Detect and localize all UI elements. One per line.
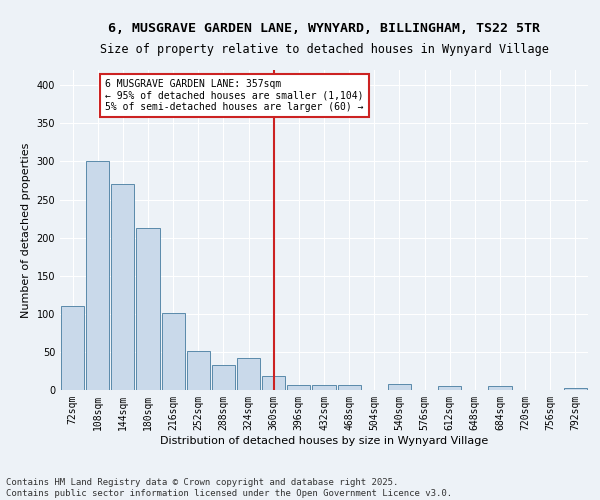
Bar <box>161 313 185 390</box>
Bar <box>262 376 285 390</box>
Bar <box>237 358 260 390</box>
Bar <box>111 184 134 390</box>
Bar <box>338 384 361 390</box>
Bar <box>187 351 210 390</box>
Text: 6 MUSGRAVE GARDEN LANE: 357sqm
← 95% of detached houses are smaller (1,104)
5% o: 6 MUSGRAVE GARDEN LANE: 357sqm ← 95% of … <box>105 79 364 112</box>
Text: 6, MUSGRAVE GARDEN LANE, WYNYARD, BILLINGHAM, TS22 5TR: 6, MUSGRAVE GARDEN LANE, WYNYARD, BILLIN… <box>108 22 540 36</box>
Bar <box>313 384 335 390</box>
Bar <box>86 162 109 390</box>
Bar <box>61 306 84 390</box>
Bar <box>488 386 512 390</box>
Bar <box>287 384 310 390</box>
Bar <box>564 388 587 390</box>
Text: Contains HM Land Registry data © Crown copyright and database right 2025.
Contai: Contains HM Land Registry data © Crown c… <box>6 478 452 498</box>
Bar <box>136 228 160 390</box>
Text: Size of property relative to detached houses in Wynyard Village: Size of property relative to detached ho… <box>100 42 548 56</box>
Bar <box>438 386 461 390</box>
Bar <box>212 365 235 390</box>
Bar <box>388 384 411 390</box>
Y-axis label: Number of detached properties: Number of detached properties <box>21 142 31 318</box>
X-axis label: Distribution of detached houses by size in Wynyard Village: Distribution of detached houses by size … <box>160 436 488 446</box>
